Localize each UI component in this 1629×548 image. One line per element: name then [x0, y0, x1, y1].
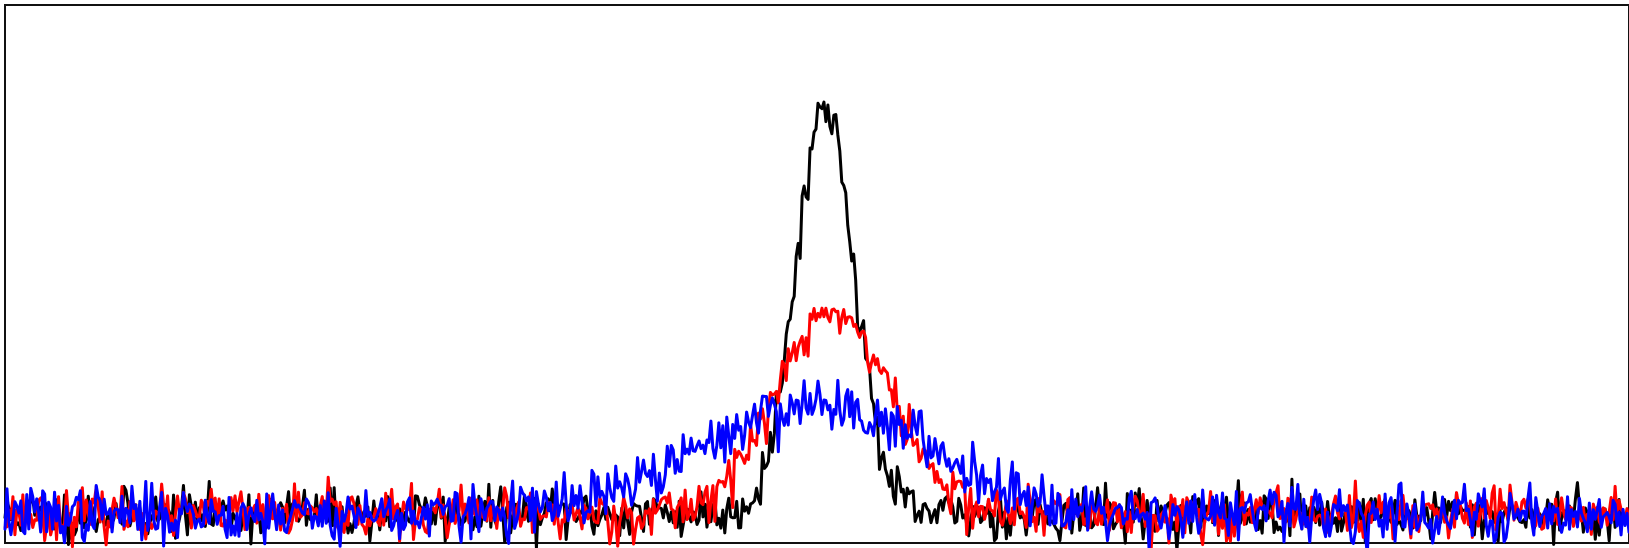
- plot-frame: [4, 4, 1629, 544]
- series-line-1: [3, 100, 1629, 548]
- series-layer: [3, 100, 1629, 548]
- series-line-3: [3, 378, 1629, 548]
